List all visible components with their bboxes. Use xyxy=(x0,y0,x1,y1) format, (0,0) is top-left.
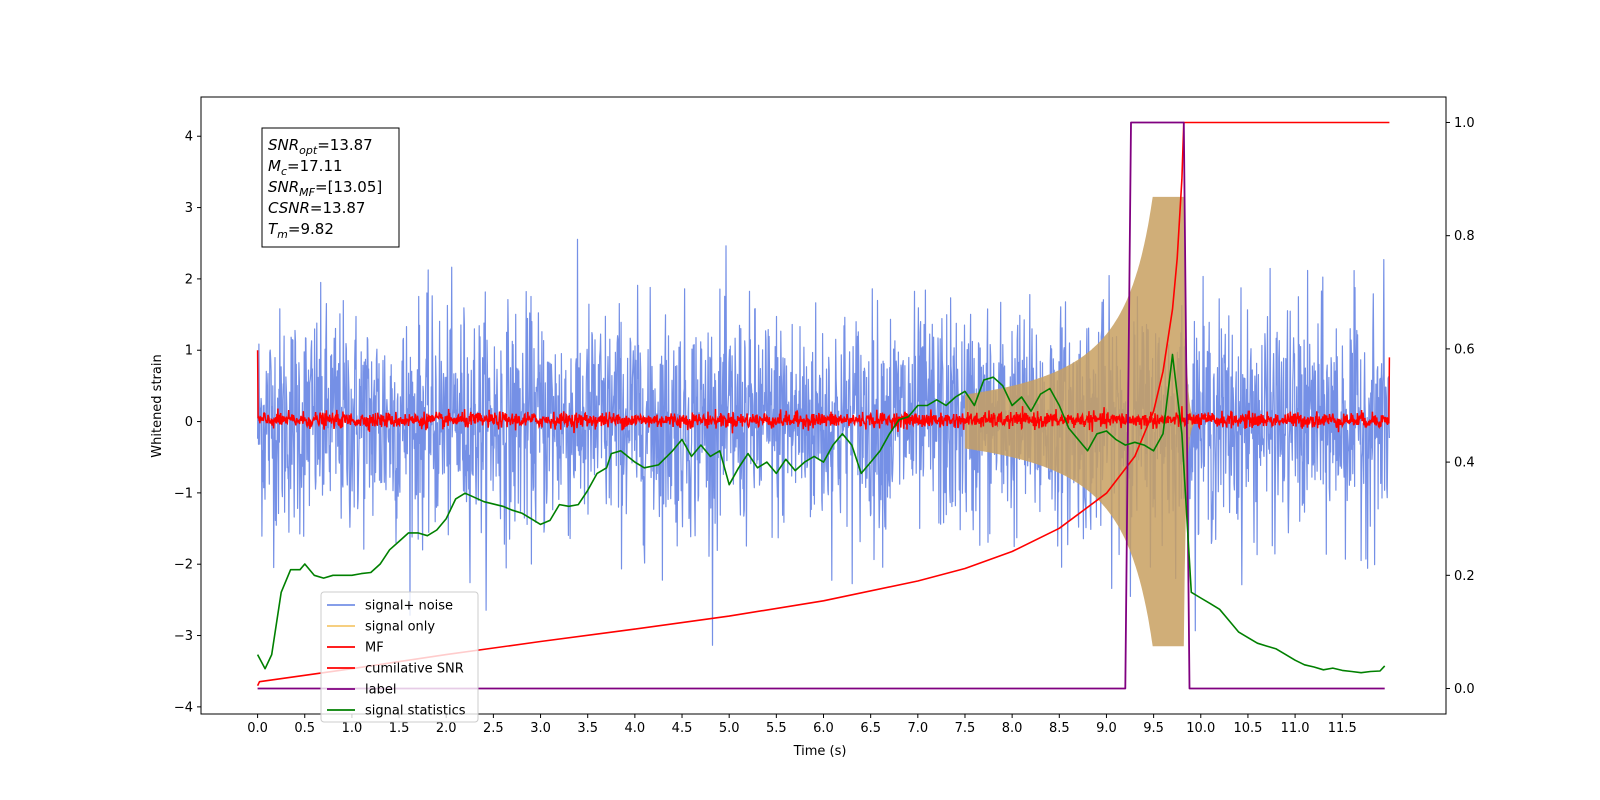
y-tick-label: 1 xyxy=(185,344,193,359)
legend-label: label xyxy=(365,683,396,698)
y-tick-label: 3 xyxy=(185,201,193,216)
y-tick-label: −2 xyxy=(174,558,193,573)
series-signal-statistics-line xyxy=(256,353,1386,674)
x-axis: 0.0 0.5 1.0 1.5 2.0 2.5 3.0 3.5 4.0 4.5 5.0 5.5 6.0 6… xyxy=(247,714,1357,736)
legend-label: signal+ noise xyxy=(365,599,453,614)
x-tick-label: 8.0 xyxy=(1002,721,1023,736)
legend-label: signal only xyxy=(365,620,435,635)
x-tick-label: 5.0 xyxy=(719,721,740,736)
y-tick-label: 2 xyxy=(185,272,193,287)
x-tick-label: 5.5 xyxy=(766,721,787,736)
x-tick-label: 10.5 xyxy=(1233,721,1262,736)
y-tick-label: −4 xyxy=(174,700,193,715)
x-tick-label: 7.0 xyxy=(907,721,928,736)
series-label-line xyxy=(257,121,1385,690)
y-tick-label: −3 xyxy=(174,629,193,644)
y-right-tick-label: 0.6 xyxy=(1454,342,1475,357)
series-signal-noise-line xyxy=(257,238,1390,646)
x-tick-label: 11.5 xyxy=(1328,721,1357,736)
x-tick-label: 4.5 xyxy=(672,721,693,736)
annotation-line: SNRopt=13.87 xyxy=(268,136,373,157)
x-tick-label: 2.5 xyxy=(483,721,504,736)
y-axis-label: Whitened strain xyxy=(150,354,165,457)
legend: signal+ noise signal only MF cumilative SNR… xyxy=(320,591,479,723)
x-tick-label: 7.5 xyxy=(955,721,976,736)
x-tick-label: 0.0 xyxy=(247,721,268,736)
plot-area xyxy=(256,121,1391,690)
y-tick-label: 4 xyxy=(185,130,193,145)
x-tick-label: 10.0 xyxy=(1186,721,1215,736)
x-tick-label: 11.0 xyxy=(1281,721,1310,736)
annotation-line: CSNR=13.87 xyxy=(268,199,365,217)
legend-label: cumilative SNR xyxy=(365,662,464,677)
legend-label: signal statistics xyxy=(365,704,466,719)
x-tick-label: 1.5 xyxy=(389,721,410,736)
x-tick-label: 8.5 xyxy=(1049,721,1070,736)
y-right-tick-label: 0.8 xyxy=(1454,229,1475,244)
x-tick-label: 3.0 xyxy=(530,721,551,736)
x-tick-label: 6.5 xyxy=(860,721,881,736)
y-right-tick-label: 0.2 xyxy=(1454,569,1475,584)
annotation-line: SNRMF=[13.05] xyxy=(268,178,382,199)
legend-label: MF xyxy=(365,641,384,656)
x-tick-label: 6.0 xyxy=(813,721,834,736)
y-tick-label: 0 xyxy=(185,415,193,430)
annotation-box: SNRopt=13.87Mc=17.11SNRMF=[13.05]CSNR=13… xyxy=(261,127,400,248)
x-tick-label: 2.0 xyxy=(436,721,457,736)
x-tick-label: 4.0 xyxy=(625,721,646,736)
legend-frame xyxy=(320,591,479,723)
y-axis-right: 0.0 0.2 0.4 0.6 0.8 1.0 xyxy=(1446,116,1475,697)
annotation-line: Mc=17.11 xyxy=(268,157,343,178)
y-right-tick-label: 0.4 xyxy=(1454,456,1475,471)
x-tick-label: 9.0 xyxy=(1096,721,1117,736)
x-tick-label: 0.5 xyxy=(294,721,315,736)
y-right-tick-label: 0.0 xyxy=(1454,682,1475,697)
x-axis-label: Time (s) xyxy=(793,744,847,759)
series-cumulative-snr-line xyxy=(256,121,1390,687)
y-right-tick-label: 1.0 xyxy=(1454,116,1475,131)
x-tick-label: 1.0 xyxy=(342,721,363,736)
annotation-line: Tm=9.82 xyxy=(268,220,334,241)
x-tick-label: 3.5 xyxy=(577,721,598,736)
y-tick-label: −1 xyxy=(174,486,193,501)
y-axis-left: −4 −3 −2 −1 0 1 2 3 4 xyxy=(174,130,201,715)
annotation-frame xyxy=(261,127,400,248)
series-mf-line xyxy=(256,350,1391,434)
x-tick-label: 9.5 xyxy=(1143,721,1164,736)
